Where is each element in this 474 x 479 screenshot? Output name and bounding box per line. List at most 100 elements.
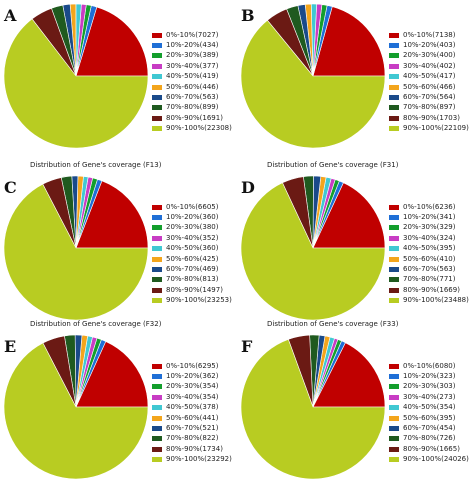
pie-slice-90%-100% [240, 182, 386, 321]
pie-slice-90%-100% [3, 183, 149, 321]
chart-panel-b: B 0%-10%(7138) 10%-20%(403) 20%-30%(400) 30… [237, 0, 474, 149]
legend-label: 60%-70%(521) [166, 424, 219, 433]
legend-item: 10%-20%(362) [152, 371, 232, 381]
legend-label: 90%-100%(22308) [166, 124, 232, 133]
legend-label: 50%-60%(410) [403, 254, 456, 263]
panel-label: C [4, 178, 17, 197]
pie-slice-90%-100% [3, 342, 149, 479]
legend-label: 10%-20%(323) [403, 372, 456, 381]
legend-swatch [389, 426, 399, 432]
legend-label: 30%-40%(324) [403, 233, 456, 242]
legend-label: 30%-40%(377) [166, 61, 219, 70]
legend-swatch [389, 43, 399, 49]
legend-item: 70%-80%(813) [152, 275, 232, 285]
legend-label: 70%-80%(771) [403, 275, 456, 284]
legend: 0%-10%(7027) 10%-20%(434) 20%-30%(389) 30%-… [152, 30, 232, 134]
legend-label: 80%-90%(1734) [166, 444, 223, 453]
legend-swatch [152, 457, 162, 463]
legend-item: 20%-30%(400) [389, 51, 469, 61]
legend-label: 30%-40%(273) [403, 392, 456, 401]
legend-swatch [152, 53, 162, 59]
legend-swatch [389, 74, 399, 80]
legend-label: 30%-40%(402) [403, 61, 456, 70]
legend-label: 20%-30%(303) [403, 382, 456, 391]
pie-slice-0%-10% [312, 182, 386, 249]
legend-swatch [389, 256, 399, 262]
legend-label: 70%-80%(822) [166, 434, 219, 443]
legend-label: 50%-60%(425) [166, 254, 219, 263]
pie-slice-0%-10% [75, 341, 149, 408]
legend-swatch [152, 363, 162, 369]
legend-item: 0%-10%(6605) [152, 202, 232, 212]
legend: 0%-10%(6605) 10%-20%(360) 20%-30%(380) 30%-… [152, 202, 232, 306]
legend-label: 20%-30%(354) [166, 382, 219, 391]
legend-swatch [389, 204, 399, 210]
legend-label: 10%-20%(341) [403, 213, 456, 222]
chart-title: Distribution of Gene's coverage (F32) [30, 320, 162, 328]
legend-item: 90%-100%(22308) [152, 124, 232, 134]
legend-label: 30%-40%(354) [166, 392, 219, 401]
pie-slice-0%-10% [75, 6, 149, 77]
legend-item: 80%-90%(1497) [152, 285, 232, 295]
pie-slice-0%-10% [312, 6, 386, 77]
legend-swatch [389, 95, 399, 101]
legend-swatch [152, 256, 162, 262]
pie-slice-0%-10% [75, 180, 149, 249]
legend-swatch [152, 43, 162, 49]
legend-swatch [389, 84, 399, 90]
legend-swatch [389, 384, 399, 390]
chart-panel-c: Distribution of Gene's coverage (F13) C … [0, 161, 237, 321]
legend-item: 10%-20%(323) [389, 371, 469, 381]
legend: 0%-10%(6295) 10%-20%(362) 20%-30%(354) 30%-… [152, 361, 232, 465]
panel-label: F [241, 337, 253, 356]
legend-swatch [152, 394, 162, 400]
legend-item: 50%-60%(446) [152, 82, 232, 92]
legend-label: 40%-50%(360) [166, 244, 219, 253]
legend-label: 60%-70%(564) [403, 93, 456, 102]
chart-title: Distribution of Gene's coverage (F13) [30, 161, 162, 169]
legend-swatch [389, 405, 399, 411]
chart-panel-e: Distribution of Gene's coverage (F32) E … [0, 320, 237, 479]
chart-title: Distribution of Gene's coverage (F33) [267, 320, 399, 328]
legend-label: 80%-90%(1703) [403, 113, 460, 122]
legend-item: 30%-40%(402) [389, 61, 469, 71]
legend-item: 90%-100%(23292) [152, 455, 232, 465]
legend-item: 50%-60%(441) [152, 413, 232, 423]
legend-label: 80%-90%(1669) [403, 285, 460, 294]
legend-item: 50%-60%(425) [152, 254, 232, 264]
legend-label: 90%-100%(24026) [403, 455, 469, 464]
legend-swatch [152, 95, 162, 101]
legend-item: 90%-100%(23253) [152, 296, 232, 306]
legend-label: 0%-10%(7138) [403, 30, 456, 39]
legend-item: 80%-90%(1665) [389, 444, 469, 454]
legend-swatch [152, 415, 162, 421]
legend-item: 30%-40%(377) [152, 61, 232, 71]
legend-label: 60%-70%(563) [403, 265, 456, 274]
legend-swatch [152, 215, 162, 221]
legend-item: 0%-10%(6295) [152, 361, 232, 371]
legend-swatch [389, 457, 399, 463]
legend-label: 90%-100%(23292) [166, 455, 232, 464]
legend-label: 10%-20%(403) [403, 41, 456, 50]
legend-swatch [389, 415, 399, 421]
pie-slice-90%-100% [240, 19, 386, 149]
legend-item: 90%-100%(22109) [389, 124, 469, 134]
legend-item: 50%-60%(466) [389, 82, 469, 92]
legend-swatch [152, 426, 162, 432]
legend-label: 40%-50%(419) [166, 72, 219, 81]
legend-label: 40%-50%(354) [403, 403, 456, 412]
legend-swatch [152, 63, 162, 69]
chart-title: Distribution of Gene's coverage (F31) [267, 161, 399, 169]
legend-label: 90%-100%(23253) [166, 296, 232, 305]
legend-swatch [152, 277, 162, 283]
pie-chart [240, 3, 386, 149]
legend-swatch [152, 384, 162, 390]
legend-label: 40%-50%(395) [403, 244, 456, 253]
legend: 0%-10%(6236) 10%-20%(341) 20%-30%(329) 30%-… [389, 202, 469, 306]
legend-item: 60%-70%(469) [152, 264, 232, 274]
legend-swatch [152, 267, 162, 273]
legend-swatch [389, 267, 399, 273]
pie-chart [240, 175, 386, 321]
legend-item: 70%-80%(726) [389, 434, 469, 444]
chart-panel-d: Distribution of Gene's coverage (F31) D … [237, 161, 474, 321]
